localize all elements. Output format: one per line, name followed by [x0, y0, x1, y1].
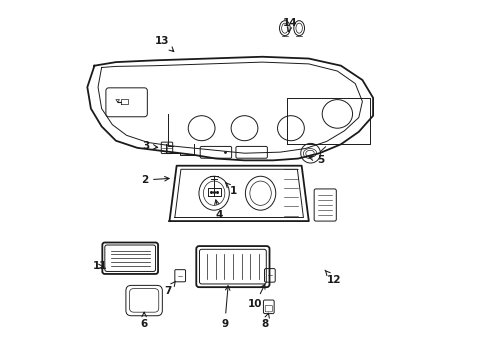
Text: 10: 10 [247, 284, 264, 309]
Text: 3: 3 [142, 141, 158, 151]
Text: 4: 4 [214, 200, 223, 220]
Text: 14: 14 [283, 18, 297, 32]
Text: 12: 12 [325, 270, 340, 285]
Text: 1: 1 [225, 183, 237, 197]
Text: 5: 5 [308, 156, 324, 165]
Text: 13: 13 [155, 36, 173, 51]
Text: 11: 11 [93, 261, 107, 271]
Text: 9: 9 [221, 286, 229, 329]
Text: 6: 6 [140, 312, 147, 329]
Text: 2: 2 [141, 175, 169, 185]
Text: 8: 8 [261, 313, 269, 329]
Text: 7: 7 [163, 281, 175, 296]
